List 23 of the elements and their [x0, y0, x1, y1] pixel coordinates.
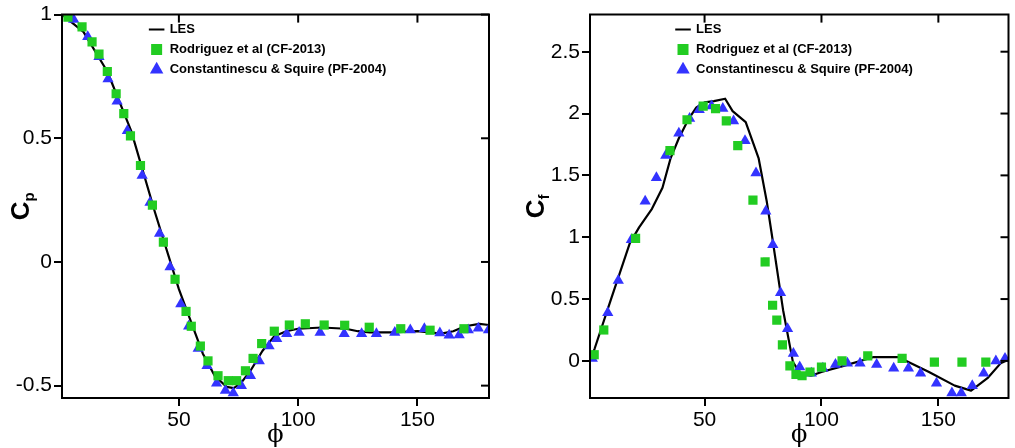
- y-tick-label: 2: [568, 100, 580, 124]
- x-tick-label: 50: [692, 407, 717, 431]
- y-tick-label: 2.5: [550, 38, 580, 62]
- y-tick-label: 0.5: [22, 125, 52, 149]
- legend-label: Rodriguez et al (CF-2013): [696, 41, 853, 57]
- y-tick-label: 0: [568, 347, 580, 371]
- legend-label: LES: [169, 21, 196, 37]
- y-tick-label: 1: [568, 224, 580, 248]
- legend-label: Constantinescu & Squire (PF-2004): [169, 61, 387, 77]
- x-tick-label: 150: [399, 407, 435, 431]
- x-tick-label: 50: [167, 407, 191, 431]
- x-axis-title: ϕ: [791, 420, 808, 448]
- y-tick-label: 1: [40, 1, 52, 25]
- y-tick-label: 0.5: [550, 285, 580, 309]
- x-tick-label: 150: [920, 407, 956, 431]
- legend-label: LES: [696, 21, 722, 37]
- legend-label: Rodriguez et al (CF-2013): [169, 41, 326, 57]
- y-axis-title: Cp: [5, 192, 38, 221]
- y-tick-label: -0.5: [15, 372, 52, 396]
- y-axis-title: Cf: [520, 193, 553, 219]
- y-tick-label: 1.5: [550, 162, 580, 186]
- y-tick-label: 0: [40, 248, 52, 272]
- legend-label: Constantinescu & Squire (PF-2004): [696, 61, 913, 77]
